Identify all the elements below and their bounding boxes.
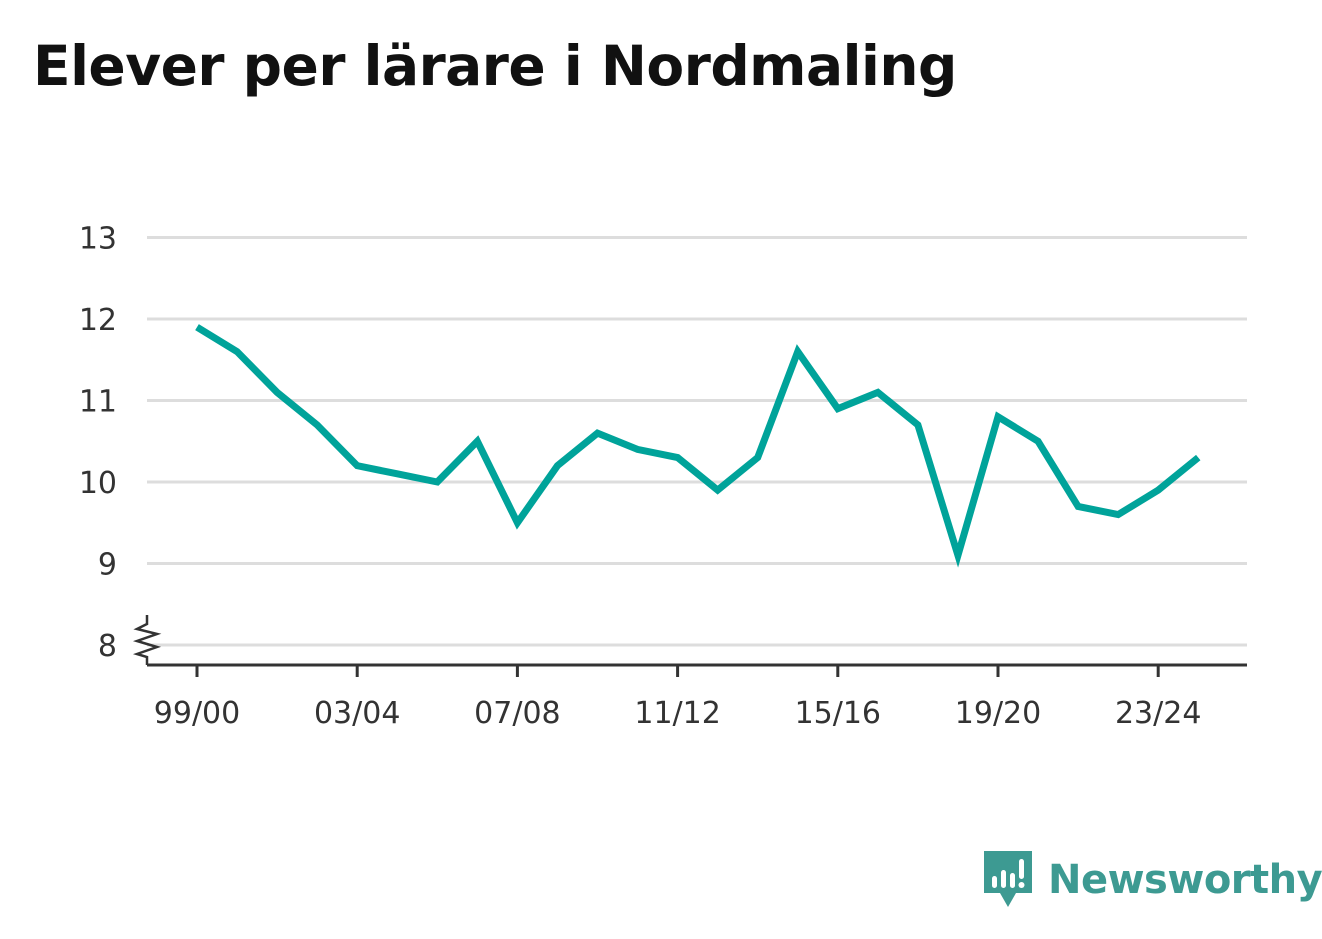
tick-labels: 8 9 10 11 12 13 99/00 03/04 07/08 11/12 15/16 19/20… (79, 222, 1202, 732)
chart-title: Elever per lärare i Nordmaling (33, 34, 957, 98)
axes (132, 615, 1247, 677)
series-layer (195, 324, 1201, 568)
x-tick-label-99-00: 99/00 (154, 696, 240, 731)
y-tick-label-13: 13 (79, 222, 117, 257)
x-tick-label-19-20: 19/20 (955, 696, 1041, 731)
x-tick-label-07-08: 07/08 (474, 696, 560, 731)
y-tick-label-10: 10 (79, 466, 117, 501)
newsworthy-brand: Newsworthy (980, 850, 1322, 910)
series-line-0 (195, 324, 1201, 568)
y-axis-break (132, 615, 162, 665)
y-tick-label-9: 9 (98, 548, 117, 583)
y-tick-label-11: 11 (79, 385, 117, 420)
y-tick-label-8: 8 (98, 629, 117, 664)
x-tick-label-23-24: 23/24 (1115, 696, 1201, 731)
newsworthy-logo-icon (984, 851, 1032, 907)
gridlines (147, 236, 1247, 647)
x-tick-label-11-12: 11/12 (634, 696, 720, 731)
x-tick-label-15-16: 15/16 (795, 696, 881, 731)
x-tick-label-03-04: 03/04 (314, 696, 400, 731)
brand-name: Newsworthy (1048, 857, 1322, 903)
y-tick-label-12: 12 (79, 303, 117, 338)
